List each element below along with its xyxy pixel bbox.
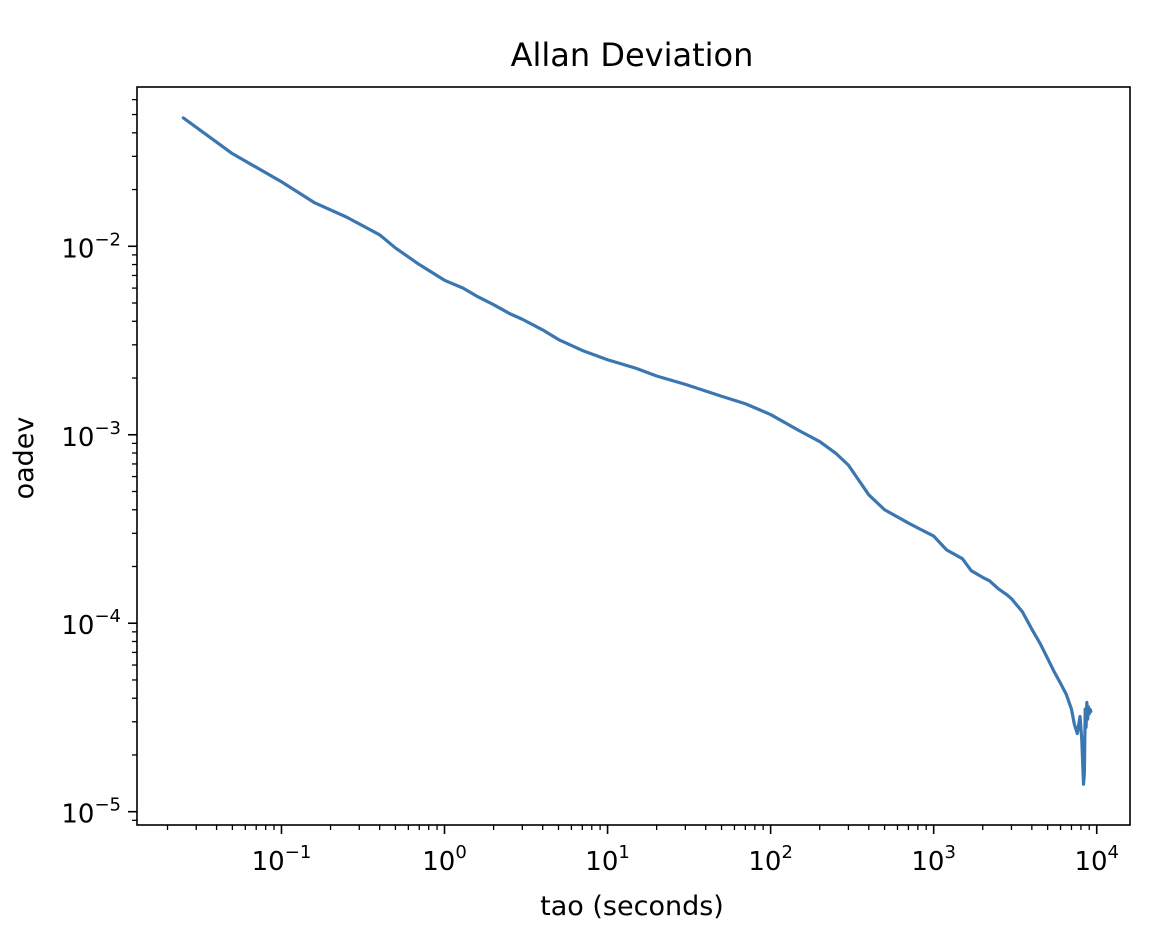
plot-frame bbox=[136, 86, 1131, 826]
y-tick-label: 10−5 bbox=[61, 795, 121, 830]
x-axis-label: tao (seconds) bbox=[540, 891, 724, 922]
x-tick-label: 102 bbox=[748, 842, 793, 877]
y-tick-label: 10−3 bbox=[61, 418, 121, 453]
x-tick-label: 100 bbox=[422, 842, 467, 877]
y-axis-label: oadev bbox=[9, 417, 40, 500]
series-line bbox=[181, 116, 1093, 786]
x-tick-label: 103 bbox=[911, 842, 956, 877]
chart-title: Allan Deviation bbox=[511, 36, 754, 74]
x-tick-label: 104 bbox=[1074, 842, 1119, 877]
x-tick-label: 10−1 bbox=[252, 842, 312, 877]
plot-area: 10−1 100 101 102 103 104 10−5 10−4 10−3 10−2 bbox=[61, 86, 1131, 877]
x-tick-label: 101 bbox=[585, 842, 630, 877]
y-tick-label: 10−4 bbox=[61, 606, 121, 641]
y-tick-label: 10−2 bbox=[61, 229, 121, 264]
